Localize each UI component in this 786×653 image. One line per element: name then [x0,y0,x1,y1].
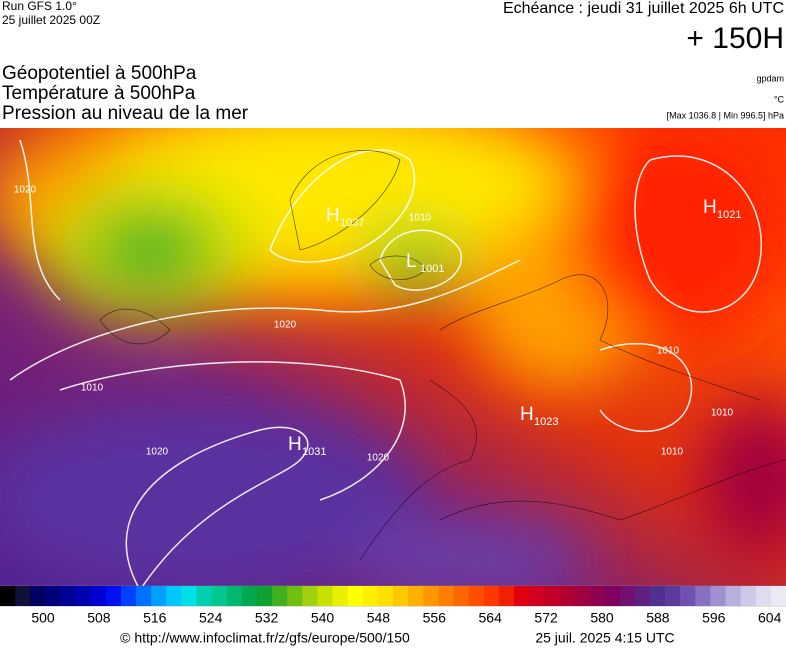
colorbar-swatch [544,586,560,606]
colorbar-label: 596 [702,610,726,626]
colorbar-swatch [30,586,46,606]
center-letter: L [406,251,417,272]
center-value: 1001 [420,263,444,275]
colorbar-label: 564 [479,610,503,626]
colorbar-swatch [589,586,606,606]
colorbar-label: 516 [143,610,167,626]
center-letter: H [703,197,717,218]
colorbar-label: 580 [590,610,614,626]
colorbar-swatch [75,586,92,606]
colorbar-swatch [710,586,727,606]
colorbar-swatch [634,586,651,606]
colorbar-swatch [393,586,409,606]
colorbar-swatch [665,586,681,606]
colorbar-label: 500 [31,610,55,626]
run-date: 25 juillet 2025 00Z [2,13,100,27]
colorbar-swatch [287,586,303,606]
center-value: 1031 [302,446,326,458]
colorbar-swatch [513,586,530,606]
isobar-label: 1010 [661,447,684,458]
colorbar-swatch [604,586,621,606]
colorbar-swatch [241,586,258,606]
center-value: 1023 [534,416,558,428]
center-letter: H [288,434,302,455]
colorbar-swatch [347,586,364,606]
colorbar-swatch [438,586,454,606]
field: Pression au niveau de la mer [2,103,249,124]
colorbar-swatch [377,586,394,606]
center-letter: H [326,205,340,226]
colorbar-swatch [317,586,334,606]
colorbar-label: 556 [423,610,447,626]
isobar-label: 1020 [146,447,169,458]
center-value: 1021 [717,209,741,221]
colorbar-swatch [649,586,666,606]
run: Run GFS 1.0° [2,0,77,13]
isobar-label: 1020 [14,185,37,196]
isobar-label: 1020 [274,320,297,331]
colorbar-swatch [680,586,696,606]
colorbar-swatch [453,586,470,606]
colorbar-swatch [60,586,77,606]
colorbar-swatch [226,586,243,606]
colorbar-swatch [15,586,31,606]
map [0,128,786,586]
colorbar-swatch [559,586,575,606]
colorbar-swatch [151,586,167,606]
isobar-label: 1010 [81,383,104,394]
colorbar-swatch [574,586,590,606]
colorbar-swatch [619,586,636,606]
colorbar-swatch [302,586,318,606]
colorbar-swatch [755,586,772,606]
colorbar-swatch [256,586,273,606]
colorbar-swatch [105,586,122,606]
colorbar-label: 508 [87,610,111,626]
colorbar-swatch [136,586,152,606]
colorbar-swatch [362,586,379,606]
colorbar-swatch [408,586,424,606]
colorbar-label: 532 [255,610,279,626]
colorbar-swatch [529,586,545,606]
colorbar-swatch [483,586,500,606]
colorbar-swatch [498,586,515,606]
isobar-label: 1010 [657,346,680,357]
unit: °C [774,94,785,104]
unit: [Max 1036.8 | Min 996.5] hPa [667,110,784,120]
isobar-label: 1010 [711,408,734,419]
colorbar-swatch [166,586,182,606]
unit: gpdam [756,73,784,83]
colorbar-swatch [332,586,349,606]
isobar-label: 1020 [367,453,390,464]
lead-time: + 150H [686,22,784,55]
colorbar-label: 540 [311,610,335,626]
colorbar-swatch [695,586,711,606]
colorbar-label: 588 [646,610,670,626]
colorbar-swatch [211,586,228,606]
colorbar-swatch [423,586,439,606]
center-letter: H [520,404,534,425]
colorbar-swatch [272,586,288,606]
footer-stamp: 25 juil. 2025 4:15 UTC [535,630,674,646]
echeance: Echéance : jeudi 31 juillet 2025 6h UTC [503,0,784,17]
colorbar-swatch [0,586,16,606]
colorbar-label: 548 [367,610,391,626]
colorbar-swatch [181,586,197,606]
colorbar-swatch [90,586,107,606]
colorbar-swatch [770,586,786,606]
isobar-label: 1010 [409,213,432,224]
colorbar-swatch [45,586,61,606]
colorbar-label: 604 [758,610,782,626]
colorbar-swatch [468,586,485,606]
colorbar-swatch [740,586,757,606]
colorbar-label: 572 [534,610,558,626]
field: Température à 500hPa [2,83,196,104]
field: Géopotentiel à 500hPa [2,63,197,84]
colorbar-swatch [196,586,213,606]
colorbar-label: 524 [199,610,223,626]
colorbar-swatch [725,586,742,606]
center-value: 1037 [340,217,364,229]
footer-url: © http://www.infoclimat.fr/z/gfs/europe/… [120,630,410,646]
colorbar-swatch [120,586,137,606]
